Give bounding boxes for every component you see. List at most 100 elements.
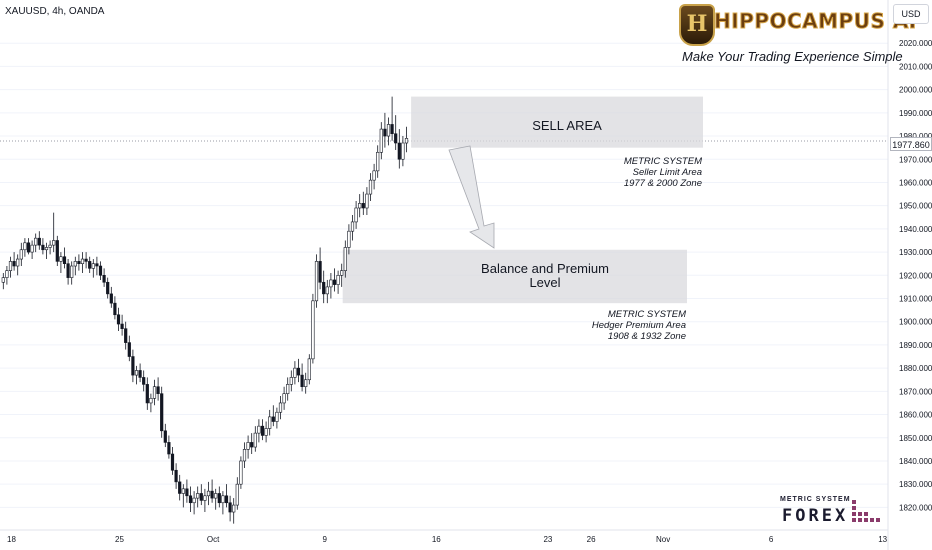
candle: [55, 235, 59, 267]
candle: [376, 145, 380, 178]
candle-body: [196, 493, 200, 499]
candle-body: [160, 393, 164, 432]
candle: [282, 386, 286, 410]
candle: [134, 365, 139, 385]
candle: [26, 238, 31, 255]
candle-body: [62, 256, 67, 264]
candle-body: [41, 244, 45, 251]
y-tick-label: 1880.000: [899, 364, 932, 373]
candle-body: [1, 277, 5, 283]
candle-body: [80, 258, 85, 264]
y-tick-label: 1890.000: [899, 341, 932, 350]
candle-body: [386, 124, 391, 137]
candle: [174, 463, 178, 489]
sell-note-line-2: Seller Limit Area: [632, 167, 702, 178]
y-tick-label: 1990.000: [899, 109, 932, 118]
candle: [70, 261, 74, 285]
candle: [264, 421, 268, 443]
candle-body: [286, 384, 290, 394]
candle: [98, 261, 103, 280]
candle: [242, 442, 247, 468]
candle-body: [235, 483, 239, 506]
candle-body: [34, 237, 38, 246]
candle-body: [8, 261, 13, 271]
candle-body: [109, 293, 113, 304]
candle: [318, 247, 322, 290]
balance-title-line-1: Balance and Premium: [481, 261, 609, 276]
candle: [358, 194, 362, 218]
candle: [149, 393, 153, 413]
candle-body: [178, 481, 182, 494]
candle: [196, 486, 200, 508]
candle-body: [44, 247, 49, 251]
candle-body: [156, 386, 160, 394]
candle-body: [217, 493, 221, 504]
candle-body: [84, 258, 88, 262]
candle-body: [134, 370, 139, 376]
candle-body: [376, 151, 380, 172]
candle: [394, 115, 398, 150]
candle-body: [394, 133, 398, 144]
candle-body: [289, 377, 293, 385]
candle: [314, 254, 319, 308]
y-tick-label: 2010.000: [899, 62, 932, 71]
candle: [268, 409, 272, 436]
candle-body: [59, 256, 63, 262]
x-tick-label: 25: [115, 535, 124, 544]
x-tick-label: 23: [543, 535, 552, 544]
y-tick-label: 2000.000: [899, 86, 932, 95]
candle: [106, 277, 110, 299]
x-tick-label: 9: [322, 535, 327, 544]
candle-body: [124, 328, 128, 343]
candle: [257, 419, 261, 443]
candle: [228, 495, 232, 522]
watermark-bars-icon: [852, 500, 880, 522]
candle: [340, 263, 344, 287]
candle-body: [318, 261, 322, 283]
symbol-label[interactable]: XAUUSD, 4h, OANDA: [5, 6, 105, 17]
candle-body: [98, 265, 103, 276]
candle: [278, 395, 283, 420]
currency-button[interactable]: USD: [893, 4, 929, 24]
candle: [178, 474, 182, 501]
y-tick-label: 1910.000: [899, 295, 932, 304]
candle: [289, 370, 293, 392]
y-tick-label: 1870.000: [899, 387, 932, 396]
candle: [325, 279, 329, 304]
balance-note-line-2: Hedger Premium Area: [591, 320, 686, 331]
candle: [386, 117, 391, 146]
candle: [145, 377, 149, 410]
candle-body: [77, 261, 81, 264]
candle-body: [365, 193, 369, 209]
candle: [131, 349, 135, 383]
balance-title-line-2: Level: [529, 275, 561, 290]
watermark-logo: METRIC SYSTEM FOREX: [778, 496, 888, 530]
candle-body: [224, 495, 229, 504]
candle: [34, 233, 38, 253]
candle: [152, 379, 157, 406]
candle-body: [181, 488, 185, 494]
candle-body: [52, 240, 56, 246]
candle: [73, 256, 77, 276]
candle-body: [131, 356, 135, 376]
candle: [37, 231, 41, 250]
candle: [329, 272, 333, 299]
candle-body: [239, 460, 243, 485]
candle: [271, 405, 275, 427]
candle-body: [214, 493, 218, 499]
candle: [304, 372, 308, 394]
balance-note-line-1: METRIC SYSTEM: [607, 309, 686, 320]
candle-body: [152, 386, 157, 399]
candle: [214, 488, 218, 510]
x-tick-label: 16: [432, 535, 441, 544]
candle: [232, 498, 236, 524]
y-tick-label: 1840.000: [899, 457, 932, 466]
candle: [188, 486, 193, 513]
candle: [210, 479, 214, 503]
candle: [311, 293, 315, 364]
candle: [95, 256, 99, 276]
candle: [91, 259, 95, 278]
y-tick-label: 1900.000: [899, 318, 932, 327]
candle-body: [354, 207, 358, 223]
